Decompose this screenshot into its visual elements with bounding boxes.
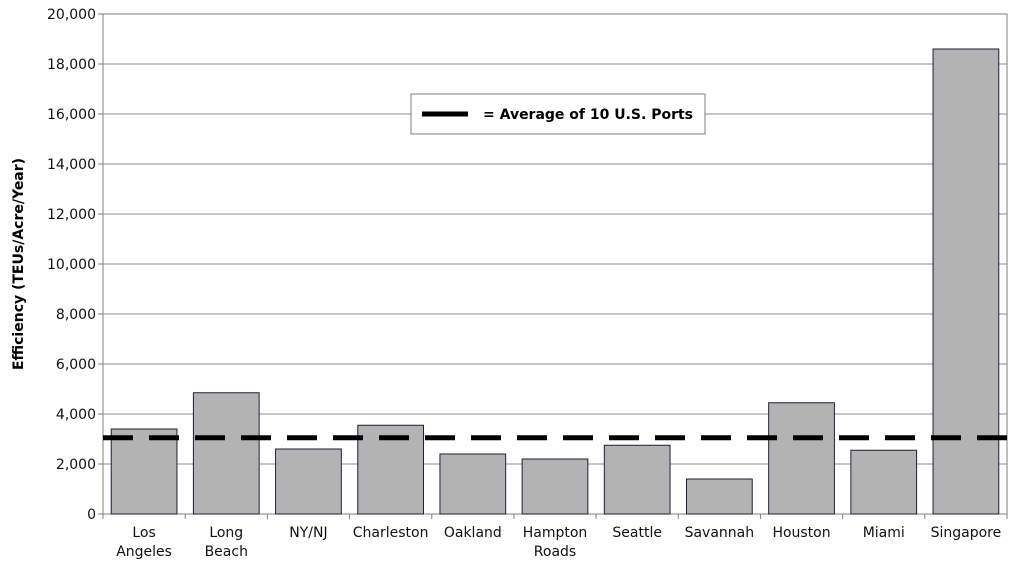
y-tick-label: 8,000	[56, 307, 96, 323]
y-tick-label: 10,000	[47, 257, 96, 273]
x-tick-label: Miami	[863, 525, 905, 541]
y-tick-label: 12,000	[47, 207, 96, 223]
bar	[275, 448, 342, 515]
x-tick-label: Singapore	[931, 525, 1002, 541]
x-tick-label: Seattle	[612, 525, 662, 541]
x-tick-label: Houston	[772, 525, 830, 541]
bar	[603, 444, 671, 515]
y-tick-label: 0	[87, 507, 96, 523]
bar	[685, 478, 753, 515]
x-tick-label: NY/NJ	[289, 525, 327, 541]
x-tick-label: Hampton Roads	[523, 525, 588, 560]
bar	[192, 392, 260, 515]
y-tick-label: 18,000	[47, 57, 96, 73]
y-axis-title: Efficiency (TEUs/Acre/Year)	[11, 158, 27, 370]
legend: = Average of 10 U.S. Ports	[410, 93, 706, 135]
legend-label: = Average of 10 U.S. Ports	[483, 107, 693, 123]
bar	[439, 453, 507, 515]
bar	[110, 428, 178, 515]
bar	[768, 402, 835, 515]
y-tick-label: 14,000	[47, 157, 96, 173]
bar	[850, 449, 918, 515]
y-tick-label: 20,000	[47, 7, 96, 23]
y-axis-ticks: 0 2,000 4,000 6,000 8,000 10,000 12,000 14,000 1…	[47, 7, 103, 523]
x-tick-label: Charleston	[353, 525, 429, 541]
bar	[521, 458, 589, 515]
x-tick-label: Oakland	[444, 525, 502, 541]
x-tick-label: Long Beach	[205, 525, 248, 560]
bar	[932, 48, 1000, 515]
x-axis-labels: Los Angeles Long Beach NY/NJ Charleston Oaklan…	[102, 514, 1008, 560]
y-tick-label: 4,000	[56, 407, 96, 423]
x-tick-label: Los Angeles	[116, 525, 172, 560]
y-tick-label: 2,000	[56, 457, 96, 473]
y-tick-label: 16,000	[47, 107, 96, 123]
y-tick-label: 6,000	[56, 357, 96, 373]
x-tick-label: Savannah	[685, 525, 755, 541]
